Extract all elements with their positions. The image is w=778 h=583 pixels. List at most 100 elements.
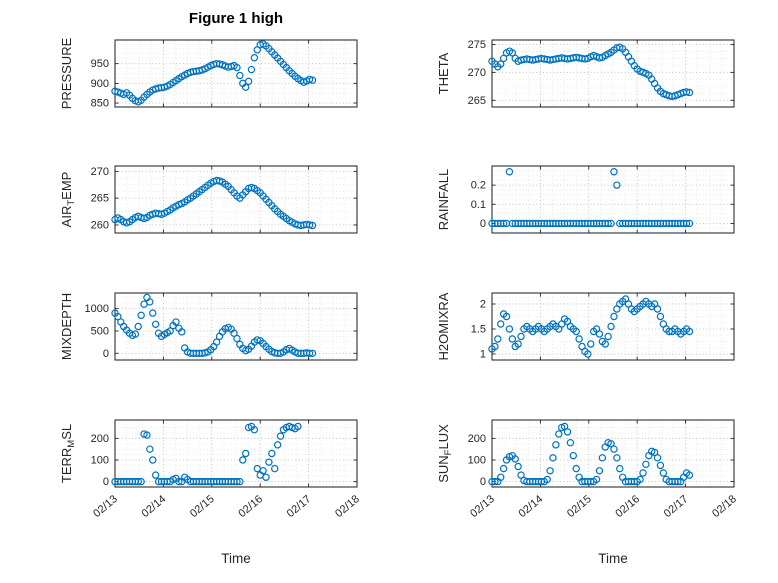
data-marker [239,456,247,464]
data-marker [262,473,270,481]
data-marker [273,441,282,449]
data-marker [517,332,525,341]
data-marker [305,221,314,229]
y-tick-label: 0.2 [471,180,486,192]
y-tick-label: 1000 [85,303,109,315]
x-tick-label: 02/17 [662,493,691,520]
data-marker [566,438,575,447]
data-marker [241,83,250,91]
data-marker [656,461,665,470]
data-marker [650,79,659,88]
x-axis-label-left: Time [221,551,251,566]
x-tick-label: 02/15 [565,493,594,520]
subplot-pressure: 850 900 950 PRESSURE [59,37,358,110]
data-marker [575,335,583,343]
x-tick-label: 02/14 [517,493,546,520]
data-marker [653,454,662,462]
data-marker [305,75,314,84]
data-marker [233,477,241,486]
data-marker [653,305,662,313]
x-tick-label: 02/13 [468,493,497,520]
data-marker [604,219,612,228]
y-tick-label: 200 [468,433,486,445]
y-tick-label: 1 [480,349,486,361]
data-marker [610,445,618,453]
data-marker [604,332,612,341]
data-marker [624,53,633,61]
y-axis-label: MIXDEPTH [59,293,74,360]
y-tick-label: 0 [103,348,109,360]
data-marker [505,325,514,333]
data-marker [175,477,183,486]
data-marker [569,451,578,460]
data-marker [592,475,601,484]
data-marker [607,322,615,331]
data-marker [172,318,180,326]
data-marker [659,469,668,477]
y-axis-label: TERRMSL [59,424,77,483]
data-marker [491,342,499,351]
data-marker [308,221,317,230]
data-marker [499,54,508,63]
data-marker [499,219,508,228]
data-marker [146,298,154,306]
data-marker [572,327,580,336]
data-marker [613,181,621,189]
data-marker [543,475,551,484]
data-marker [563,428,572,436]
data-marker [685,219,694,228]
x-tick-label: 02/15 [188,493,217,520]
data-marker [572,464,580,473]
x-tick-label: 02/14 [140,493,169,520]
y-tick-label: 200 [91,433,109,445]
data-marker [508,49,517,57]
y-tick-label: 265 [91,193,109,205]
subplot-mixdepth: 0 500 1000 MIXDEPTH [59,292,358,361]
data-marker [117,318,125,326]
data-marker [616,464,624,473]
data-marker [271,464,279,473]
data-marker [494,335,502,343]
data-marker [627,57,636,65]
y-tick-label: 270 [468,67,486,79]
y-axis-label: PRESSURE [59,37,74,109]
y-tick-label: 100 [468,454,486,466]
data-marker [514,340,522,348]
data-marker [212,338,221,346]
y-tick-label: 260 [91,219,109,231]
data-marker [514,462,522,471]
figure-title: Figure 1 high [188,10,284,27]
data-marker [259,467,267,475]
data-marker [497,320,505,328]
y-tick-label: 850 [91,98,109,110]
data-marker [685,327,694,336]
data-marker [549,454,557,462]
data-marker [294,422,302,431]
y-axis-label: AIRTEMP [59,172,77,228]
data-marker [143,431,151,439]
data-marker [497,60,505,68]
data-marker [134,477,142,486]
data-marker [595,330,604,338]
data-marker [233,63,241,72]
data-marker [555,430,563,438]
data-marker [607,440,615,448]
data-marker [598,454,607,462]
data-marker [595,467,604,475]
x-tick-label: 02/13 [91,493,120,520]
data-marker [151,320,160,328]
data-marker [674,477,682,486]
data-marker [305,349,314,357]
data-marker [146,445,154,453]
data-marker [546,467,554,475]
y-axis-label: SUNFLUX [436,424,454,483]
data-marker [650,448,659,457]
data-marker [244,77,253,86]
data-marker [636,475,644,484]
data-marker [149,309,157,317]
data-marker [137,311,145,320]
data-marker [308,76,317,84]
data-marker [682,219,691,228]
data-marker [236,71,244,80]
data-marker [250,54,259,62]
